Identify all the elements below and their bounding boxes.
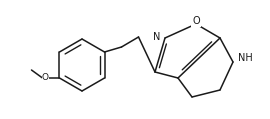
Text: NH: NH: [238, 53, 252, 63]
Text: N: N: [153, 32, 161, 42]
Text: O: O: [42, 74, 49, 82]
Text: O: O: [192, 16, 200, 26]
